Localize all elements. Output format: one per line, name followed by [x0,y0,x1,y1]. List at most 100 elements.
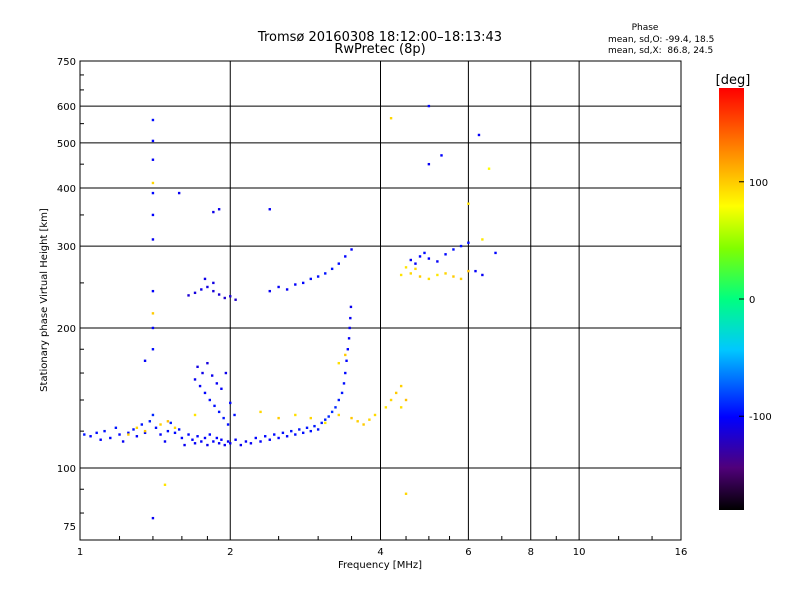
data-point [342,382,346,385]
data-point [305,426,309,429]
data-point [427,162,431,166]
data-point [212,440,215,443]
data-point [213,404,216,408]
data-point [368,418,371,421]
data-point [481,273,484,277]
data-point [344,371,347,375]
data-point [324,272,327,275]
y-tick-label: 100 [57,464,76,475]
data-point [389,117,393,120]
data-point [348,326,351,330]
data-point [118,433,121,436]
data-point [414,267,417,271]
data-point [203,391,207,395]
data-point [239,443,243,447]
x-tick-label: 2 [227,547,233,558]
data-points [83,104,497,520]
data-point [301,431,305,435]
data-point [103,429,106,433]
y-axis-label: Stationary phase Virtual Height [km] [39,208,50,392]
data-point [344,255,347,258]
data-point [309,416,312,420]
data-point [268,208,271,211]
data-point [196,435,199,438]
data-point [320,421,323,425]
data-point [169,421,172,425]
data-point [337,398,341,402]
data-point [173,426,177,429]
data-point [229,401,232,405]
data-point [337,361,341,365]
data-point [163,483,167,487]
data-point [254,436,257,440]
y-tick-label: 600 [57,102,76,113]
colorbar-ticks: 100 0 -100 [739,178,772,423]
data-point [494,251,497,255]
colorbar-label: [deg] [716,73,751,88]
data-point [268,438,271,441]
data-point [206,285,209,289]
data-point [249,442,253,445]
data-point [193,442,197,445]
data-point [347,337,351,340]
data-point [193,291,197,295]
data-point [285,435,289,438]
data-point [427,277,431,281]
data-point [334,406,337,409]
data-point [350,248,353,251]
data-point [151,289,155,293]
y-tick-label: 400 [57,184,76,195]
data-point [459,244,463,248]
data-point [177,191,181,195]
data-point [234,298,237,301]
data-point [143,431,147,435]
data-point [220,438,223,441]
data-point [427,104,431,108]
data-point [215,436,219,440]
data-point [166,429,170,433]
data-point [436,260,439,263]
data-point [191,438,194,441]
data-point [222,416,225,420]
data-point [481,238,484,241]
data-point [459,277,463,281]
data-point [151,158,155,161]
data-point [114,426,118,429]
data-point [83,433,86,436]
data-point [151,312,155,315]
data-point [127,433,130,436]
colorbar-tick-label: 0 [749,295,755,306]
data-point [389,398,393,402]
data-point [200,440,203,443]
data-point [418,255,422,258]
data-point [180,436,184,440]
data-point [229,295,232,298]
data-point [151,139,155,143]
data-point [109,436,112,440]
chart-title: Tromsø 20160308 18:12:00–18:13:43 [257,30,502,45]
data-point [206,443,209,447]
data-point [151,213,155,217]
y-tick-label: 200 [57,324,76,335]
data-point [215,382,219,385]
data-point [298,428,301,431]
data-point [264,435,267,438]
data-point [362,423,365,426]
data-point [200,288,203,291]
data-point [217,410,221,414]
data-point [229,442,232,445]
data-point [373,413,377,417]
data-point [212,281,215,285]
data-point [301,281,305,285]
data-point [196,365,199,369]
data-point [277,285,280,289]
data-point [173,431,177,435]
data-point [309,429,312,433]
data-point [121,440,125,443]
gridlines [80,61,681,540]
data-point [217,208,221,211]
colorbar-tick-label: -100 [749,412,772,423]
data-point [226,440,230,443]
data-point [294,433,297,436]
data-point [143,429,147,433]
